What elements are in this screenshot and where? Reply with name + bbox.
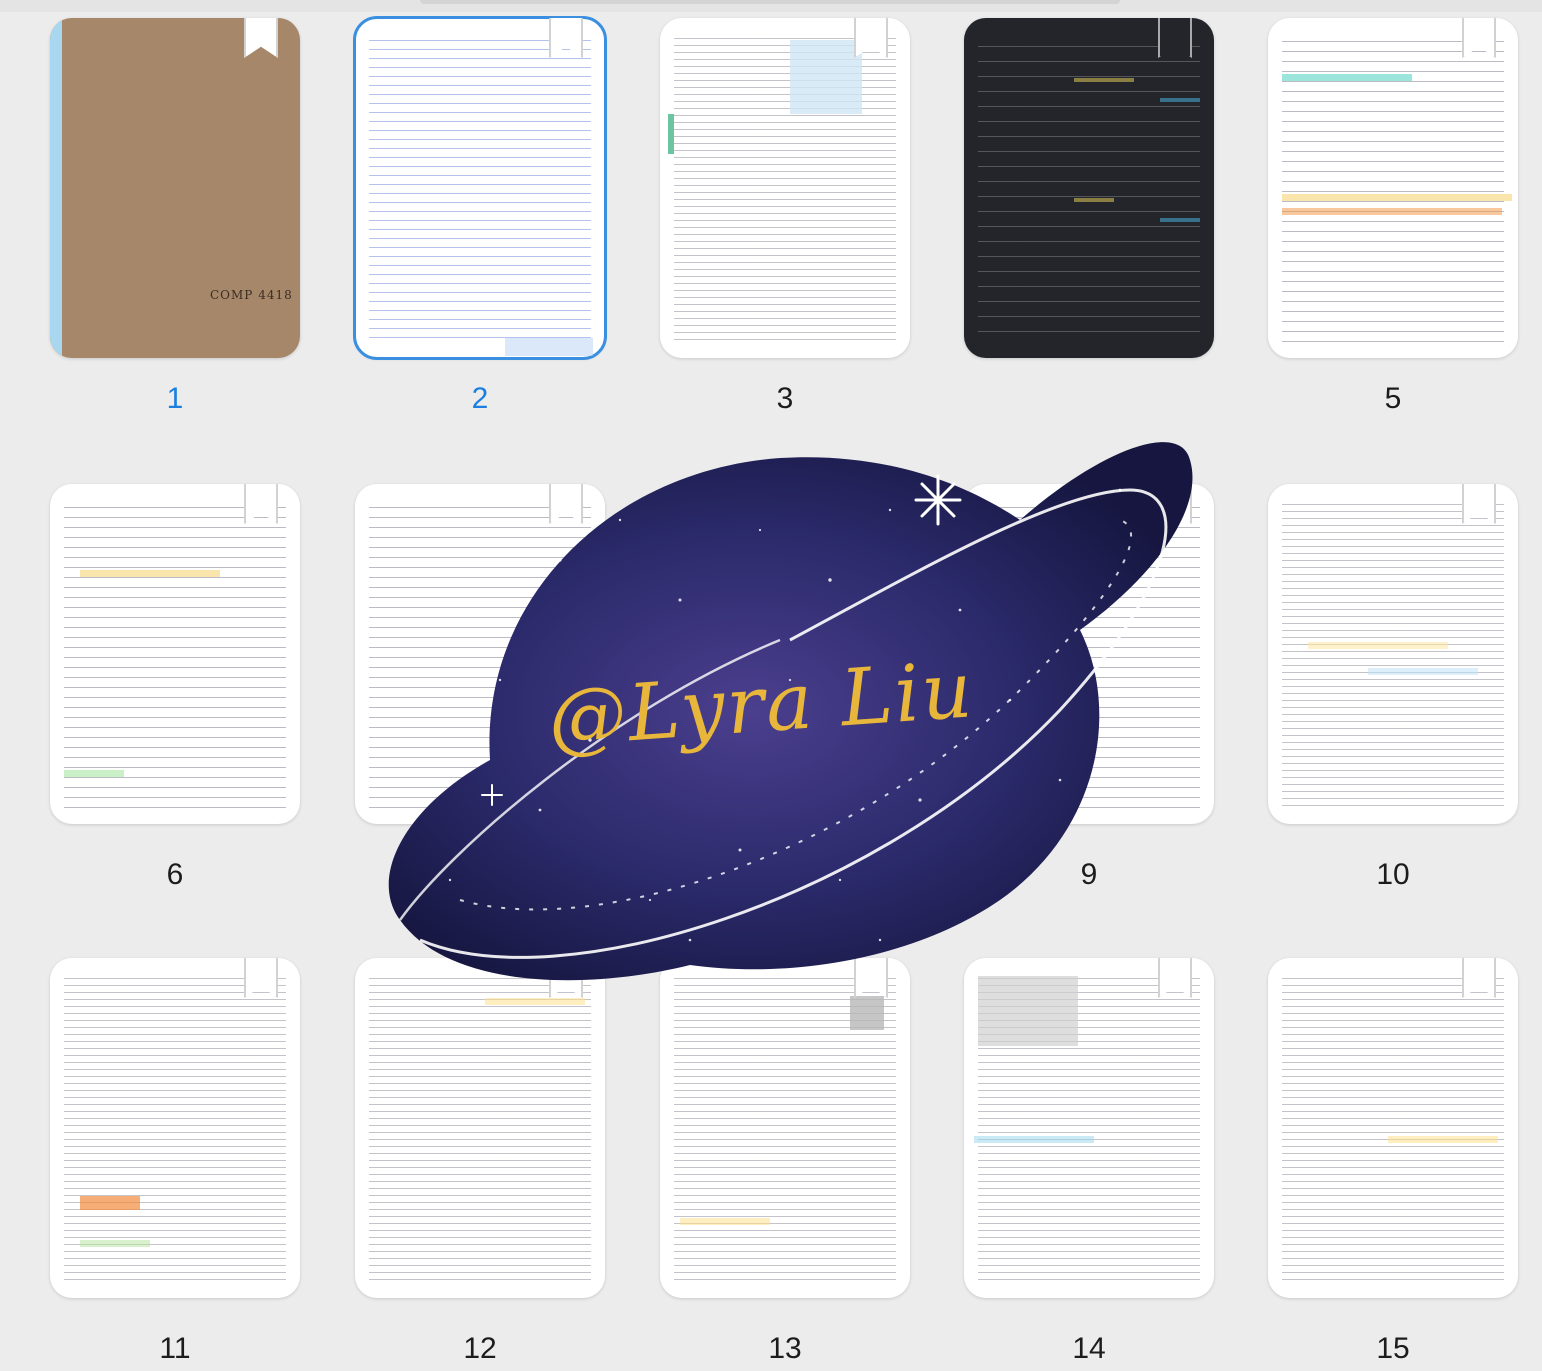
page-content bbox=[369, 32, 591, 344]
page-content bbox=[978, 32, 1200, 344]
page-number-10[interactable]: 10 bbox=[1376, 858, 1410, 891]
highlight bbox=[1074, 198, 1114, 202]
page-thumbnail-4[interactable] bbox=[964, 18, 1214, 358]
table-image bbox=[978, 976, 1078, 1046]
page-thumbnail-15[interactable] bbox=[1268, 958, 1518, 1298]
page-number-1[interactable]: 1 bbox=[166, 382, 184, 415]
cover-label: COMP 4418 bbox=[210, 288, 293, 302]
highlight bbox=[80, 1196, 140, 1210]
highlight bbox=[1282, 208, 1502, 215]
highlight bbox=[668, 114, 674, 154]
highlight bbox=[1160, 98, 1200, 102]
highlight bbox=[1074, 78, 1134, 82]
top-bar bbox=[0, 0, 1542, 12]
page-number-2[interactable]: 2 bbox=[471, 382, 489, 415]
page-thumbnail-3[interactable] bbox=[660, 18, 910, 358]
bookmark-icon[interactable] bbox=[244, 18, 278, 58]
page-content bbox=[64, 972, 286, 1284]
highlight bbox=[680, 1218, 770, 1225]
page-thumbnail-5[interactable] bbox=[1268, 18, 1518, 358]
page-thumbnail-11[interactable] bbox=[50, 958, 300, 1298]
highlight bbox=[1368, 668, 1478, 675]
highlight bbox=[485, 998, 585, 1005]
page-thumbnail-2[interactable] bbox=[353, 16, 607, 360]
highlight bbox=[1388, 1136, 1498, 1143]
highlight bbox=[1160, 218, 1200, 222]
page-thumbnail-13[interactable] bbox=[660, 958, 910, 1298]
page-thumbnail-10[interactable] bbox=[1268, 484, 1518, 824]
highlight bbox=[974, 1136, 1094, 1143]
highlight bbox=[64, 770, 124, 777]
page-content bbox=[1282, 972, 1504, 1284]
page-number-5[interactable]: 5 bbox=[1384, 382, 1402, 415]
page-number-15[interactable]: 15 bbox=[1376, 1332, 1410, 1365]
page-number-11[interactable]: 11 bbox=[159, 1332, 191, 1365]
top-handle bbox=[420, 0, 1120, 4]
planet-body bbox=[388, 442, 1193, 981]
page-thumbnail-14[interactable] bbox=[964, 958, 1214, 1298]
page-content bbox=[64, 498, 286, 810]
page-content bbox=[674, 32, 896, 344]
page-number-14[interactable]: 14 bbox=[1072, 1332, 1106, 1365]
page-number-9[interactable]: 9 bbox=[1080, 858, 1098, 891]
diagram-box bbox=[790, 40, 862, 114]
page-number-12[interactable]: 12 bbox=[463, 1332, 497, 1365]
page-number-13[interactable]: 13 bbox=[768, 1332, 802, 1365]
cover-spine bbox=[50, 18, 62, 358]
page-number-6[interactable]: 6 bbox=[166, 858, 184, 891]
page-thumbnail-1[interactable]: COMP 4418 bbox=[50, 18, 300, 358]
page-content bbox=[1282, 32, 1504, 344]
highlight bbox=[80, 570, 220, 577]
page-thumbnail-6[interactable] bbox=[50, 484, 300, 824]
page-content bbox=[369, 972, 591, 1284]
highlight bbox=[1282, 194, 1512, 201]
highlight bbox=[80, 1240, 150, 1247]
highlight bbox=[1308, 642, 1448, 649]
star-icon bbox=[914, 474, 962, 526]
planet-watermark-image bbox=[388, 442, 1193, 981]
highlight bbox=[1282, 74, 1412, 81]
page-content bbox=[1282, 498, 1504, 810]
highlight bbox=[505, 338, 593, 356]
page-number-3[interactable]: 3 bbox=[776, 382, 794, 415]
page-thumbnail-12[interactable] bbox=[355, 958, 605, 1298]
board-image bbox=[850, 996, 884, 1030]
